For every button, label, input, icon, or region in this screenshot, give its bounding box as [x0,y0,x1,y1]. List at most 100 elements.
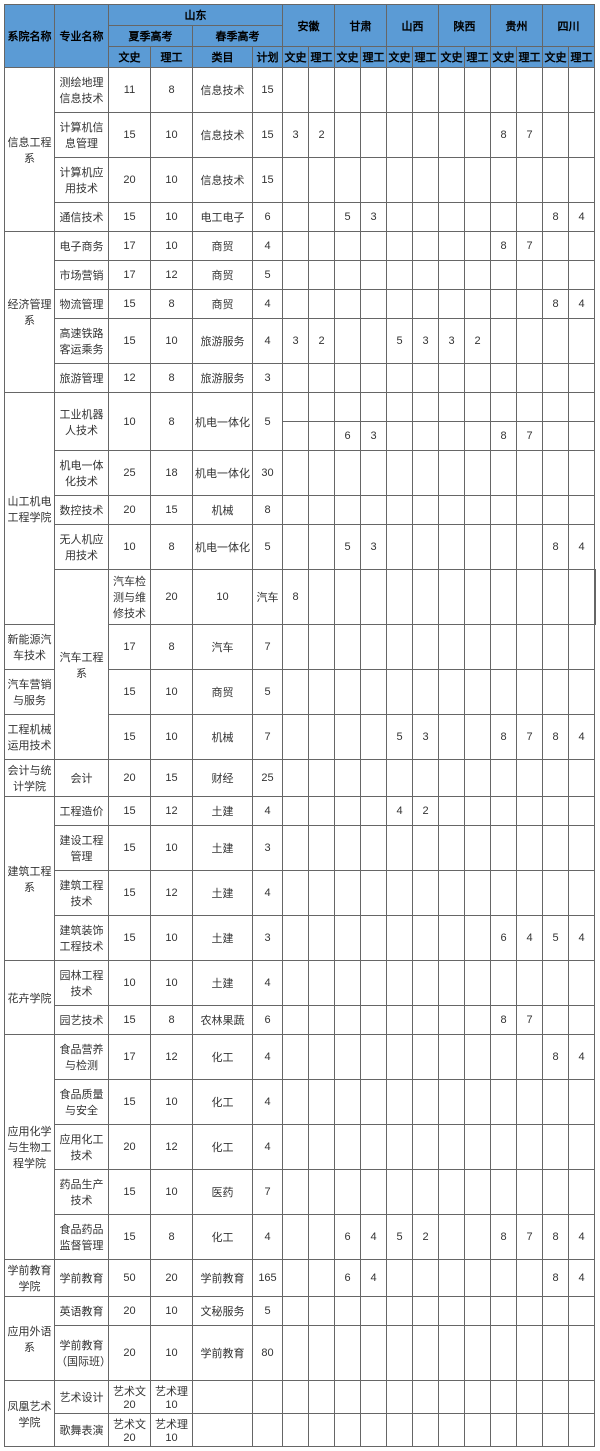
cell-ws: 15 [109,1170,151,1215]
cell-prov [465,760,491,797]
cell-lg: 8 [151,393,193,451]
cell-prov [517,1381,543,1414]
cell-lm: 商贸 [193,261,253,290]
cell-prov [569,393,595,422]
cell-jh: 4 [253,319,283,364]
cell-prov [517,1260,543,1297]
cell-prov [543,364,569,393]
cell-prov [309,1006,335,1035]
cell-prov [439,232,465,261]
cell-prov [491,1035,517,1080]
cell-prov [491,570,517,625]
cell-prov [283,290,309,319]
cell-jh: 15 [253,113,283,158]
cell-prov [543,232,569,261]
cell-prov [491,760,517,797]
cell-prov [465,625,491,670]
table-row: 应用外语系英语教育2010文秘服务5 [5,1297,596,1326]
cell-prov [309,1125,335,1170]
cell-prov [465,670,491,715]
cell-prov [439,1326,465,1381]
cell-prov [465,871,491,916]
cell-prov [335,760,361,797]
cell-prov [283,422,309,451]
cell-prov [569,570,595,625]
cell-prov [361,290,387,319]
cell-prov [465,203,491,232]
cell-prov: 5 [335,525,361,570]
table-row: 计算机信息管理1510信息技术153287 [5,113,596,158]
cell-prov [439,670,465,715]
table-row: 药品生产技术1510医药7 [5,1170,596,1215]
cell-jh: 5 [253,261,283,290]
cell-prov [335,570,361,625]
table-row: 信息工程系测绘地理信息技术118信息技术15 [5,68,596,113]
cell-prov [361,1326,387,1381]
cell-prov [569,261,595,290]
cell-prov [361,826,387,871]
cell-prov [283,451,309,496]
cell-lg: 12 [151,797,193,826]
col-sichuan: 四川 [543,5,595,47]
cell-major: 艺术设计 [55,1381,109,1414]
cell-prov [387,1170,413,1215]
cell-prov: 8 [491,1006,517,1035]
cell-ws: 15 [109,1080,151,1125]
cell-prov [491,961,517,1006]
cell-prov: 4 [569,525,595,570]
col-ah-lg: 理工 [309,47,335,68]
cell-prov [361,261,387,290]
cell-prov [387,525,413,570]
cell-prov [439,290,465,319]
cell-prov [465,797,491,826]
cell-jh: 3 [253,364,283,393]
cell-prov [439,1035,465,1080]
table-row: 机电一体化技术2518机电一体化30 [5,451,596,496]
cell-lm: 商贸 [193,290,253,319]
cell-prov [569,422,595,451]
cell-prov [439,1006,465,1035]
cell-prov [361,570,387,625]
cell-prov [517,319,543,364]
cell-prov [335,1006,361,1035]
table-row: 计算机应用技术2010信息技术15 [5,158,596,203]
cell-jh [253,1381,283,1414]
cell-major: 食品药品监督管理 [55,1215,109,1260]
cell-ws: 20 [151,570,193,625]
cell-ws: 15 [109,797,151,826]
cell-major: 英语教育 [55,1297,109,1326]
cell-prov [543,261,569,290]
cell-prov [283,1006,309,1035]
cell-prov [361,232,387,261]
cell-prov [283,1035,309,1080]
cell-prov [569,826,595,871]
cell-prov [387,916,413,961]
cell-prov [335,319,361,364]
cell-major: 测绘地理信息技术 [55,68,109,113]
cell-lg: 10 [151,113,193,158]
table-row: 应用化工技术2012化工4 [5,1125,596,1170]
cell-prov [309,570,335,625]
cell-prov [543,760,569,797]
cell-prov [439,826,465,871]
cell-prov [309,1215,335,1260]
cell-jh: 4 [253,871,283,916]
cell-prov [491,1080,517,1125]
cell-prov [465,961,491,1006]
cell-prov [387,570,413,625]
cell-prov [569,1006,595,1035]
cell-lm: 机电一体化 [193,393,253,451]
cell-prov [387,261,413,290]
cell-lg: 10 [151,158,193,203]
cell-prov [361,797,387,826]
cell-prov [569,1080,595,1125]
cell-prov [569,625,595,670]
cell-ws: 17 [109,1035,151,1080]
cell-ws: 20 [109,760,151,797]
cell-prov [517,826,543,871]
cell-prov: 4 [361,1215,387,1260]
cell-prov [413,760,439,797]
cell-prov [283,158,309,203]
cell-prov: 2 [309,319,335,364]
cell-prov: 8 [543,203,569,232]
